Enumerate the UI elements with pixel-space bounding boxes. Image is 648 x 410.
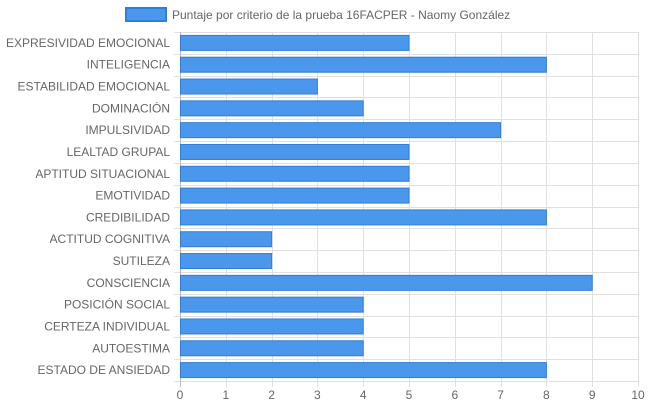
x-tick-label: 10 [631, 388, 645, 402]
bar[interactable] [180, 274, 593, 291]
x-tick-label: 5 [406, 388, 413, 402]
category-label: CONSCIENCIA [87, 276, 170, 290]
category-label: APTITUD SITUACIONAL [35, 167, 170, 181]
x-tick-label: 2 [268, 388, 275, 402]
x-tick-label: 3 [314, 388, 321, 402]
category-label: EMOTIVIDAD [95, 189, 170, 203]
bar[interactable] [180, 122, 502, 139]
bars [180, 34, 593, 379]
category-label: SUTILEZA [113, 254, 170, 268]
category-label: DOMINACIÓN [92, 100, 170, 115]
category-label: ESTABILIDAD EMOCIONAL [18, 80, 171, 94]
x-tick-label: 4 [360, 388, 367, 402]
bar[interactable] [180, 209, 547, 226]
category-label: IMPULSIVIDAD [85, 123, 170, 137]
bar[interactable] [180, 143, 410, 160]
category-labels: EXPRESIVIDAD EMOCIONAL INTELIGENCIA ESTABI… [6, 36, 170, 377]
bar[interactable] [180, 362, 547, 379]
bar[interactable] [180, 187, 410, 204]
bar[interactable] [180, 318, 364, 335]
bar[interactable] [180, 231, 273, 248]
category-label: INTELIGENCIA [87, 58, 170, 72]
bar[interactable] [180, 56, 547, 73]
category-label: LEALTAD GRUPAL [67, 145, 171, 159]
bar[interactable] [180, 100, 364, 117]
category-label: CREDIBILIDAD [86, 210, 170, 224]
x-tick-label: 1 [222, 388, 229, 402]
bar[interactable] [180, 340, 364, 357]
legend-label: Puntaje por criterio de la prueba 16FACP… [172, 8, 510, 22]
bar[interactable] [180, 253, 273, 270]
category-label: ESTADO DE ANSIEDAD [38, 363, 171, 377]
x-tick-label: 0 [177, 388, 184, 402]
bar[interactable] [180, 34, 410, 51]
x-tick-label: 8 [543, 388, 550, 402]
bar[interactable] [180, 78, 318, 95]
grid [174, 32, 639, 387]
category-label: EXPRESIVIDAD EMOCIONAL [6, 36, 170, 50]
bar[interactable] [180, 296, 364, 313]
bar[interactable] [180, 165, 410, 182]
legend-swatch [125, 7, 167, 22]
category-label: POSICIÓN SOCIAL [64, 297, 170, 312]
x-tick-label: 7 [497, 388, 504, 402]
category-label: ACTITUD COGNITIVA [50, 232, 170, 246]
x-tick-label: 9 [589, 388, 596, 402]
category-label: AUTOESTIMA [92, 341, 170, 355]
x-axis-ticks: 0 1 2 3 4 5 6 7 8 9 10 [177, 388, 645, 402]
x-tick-label: 6 [451, 388, 458, 402]
legend[interactable]: Puntaje por criterio de la prueba 16FACP… [125, 7, 510, 22]
category-label: CERTEZA INDIVIDUAL [44, 319, 170, 333]
